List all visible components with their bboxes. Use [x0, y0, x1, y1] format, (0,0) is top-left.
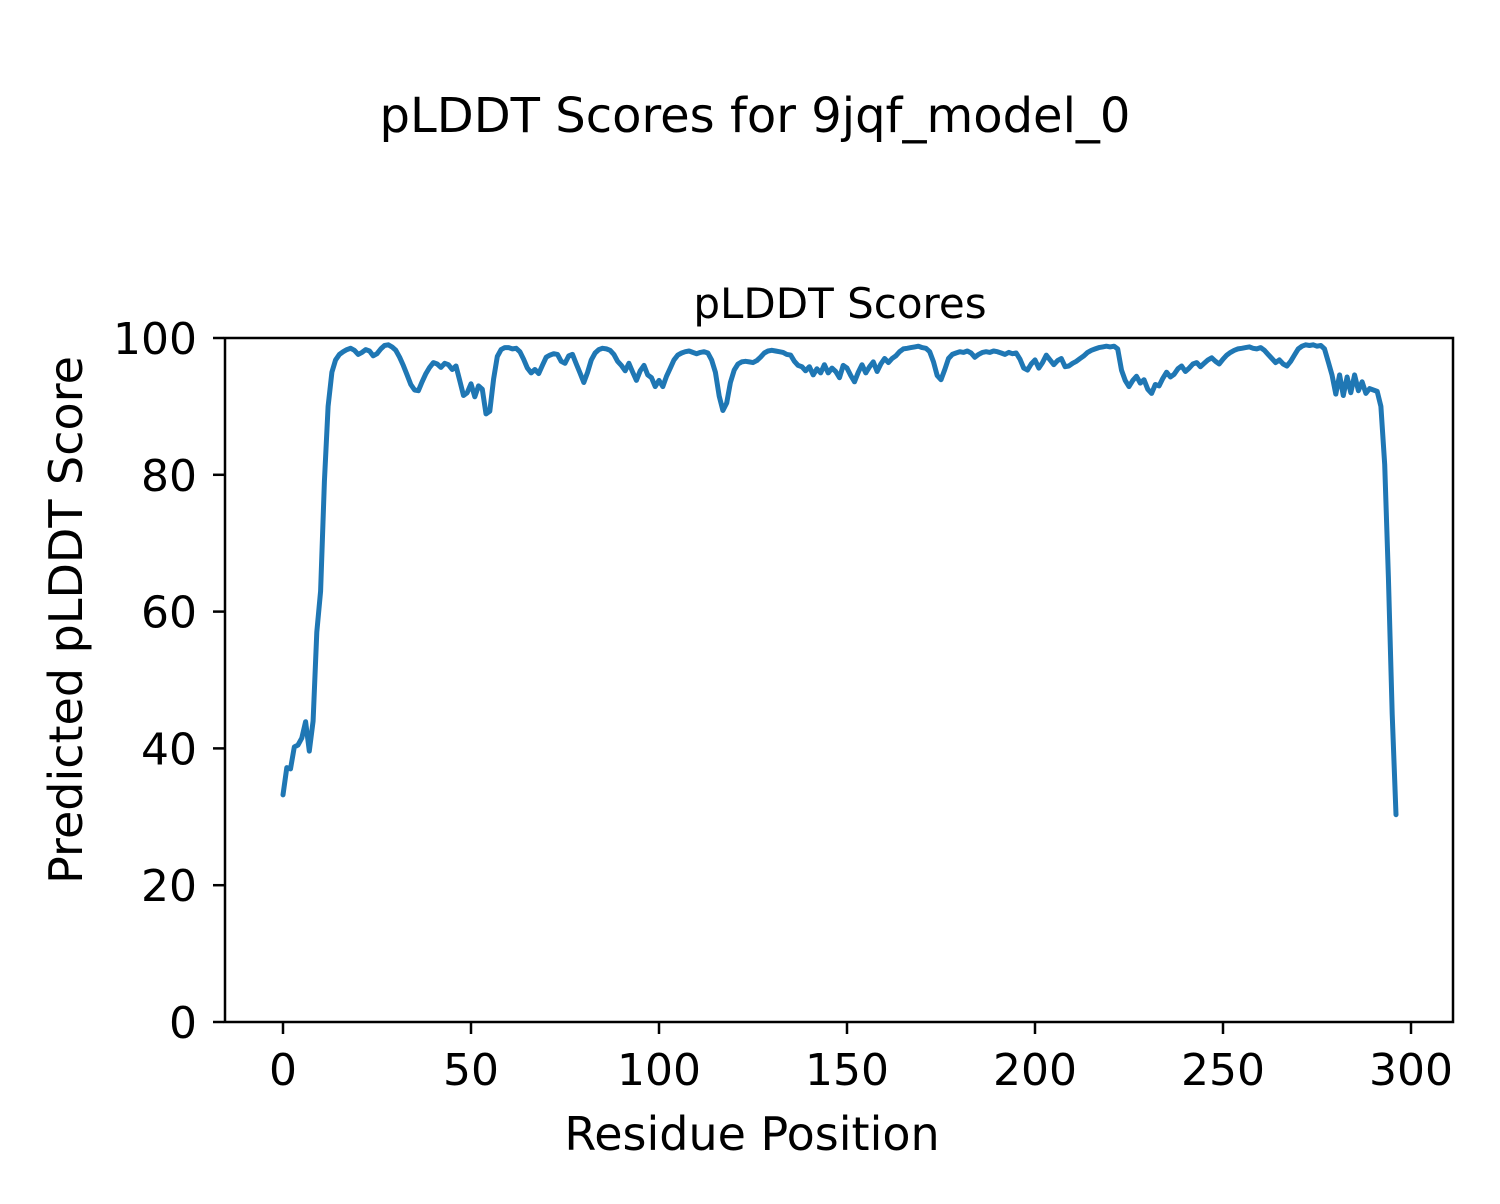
x-axis-ticks: 0 50 100 150 200 250 300 [269, 1023, 1453, 1096]
y-tick-label: 80 [141, 451, 197, 502]
x-tick-label: 100 [617, 1045, 701, 1096]
y-tick-label: 60 [141, 588, 197, 639]
axes-title: pLDDT Scores [693, 279, 986, 328]
x-tick-label: 200 [993, 1045, 1077, 1096]
x-tick-label: 150 [805, 1045, 889, 1096]
y-axis-label: Predicted pLDDT Score [39, 356, 93, 884]
y-axis-ticks: 0 20 40 60 80 100 [113, 314, 224, 1049]
y-tick-label: 100 [113, 314, 197, 365]
x-axis-label: Residue Position [564, 1107, 939, 1161]
figure-suptitle: pLDDT Scores for 9jqf_model_0 [380, 88, 1131, 144]
x-tick-label: 50 [443, 1045, 499, 1096]
x-tick-label: 250 [1181, 1045, 1265, 1096]
plot-frame [223, 336, 1455, 1024]
y-tick-label: 40 [141, 724, 197, 775]
plddt-line-series [280, 342, 1399, 818]
y-tick-label: 20 [141, 861, 197, 912]
x-tick-label: 0 [269, 1045, 297, 1096]
x-tick-label: 300 [1369, 1045, 1453, 1096]
y-tick-label: 0 [169, 998, 197, 1049]
